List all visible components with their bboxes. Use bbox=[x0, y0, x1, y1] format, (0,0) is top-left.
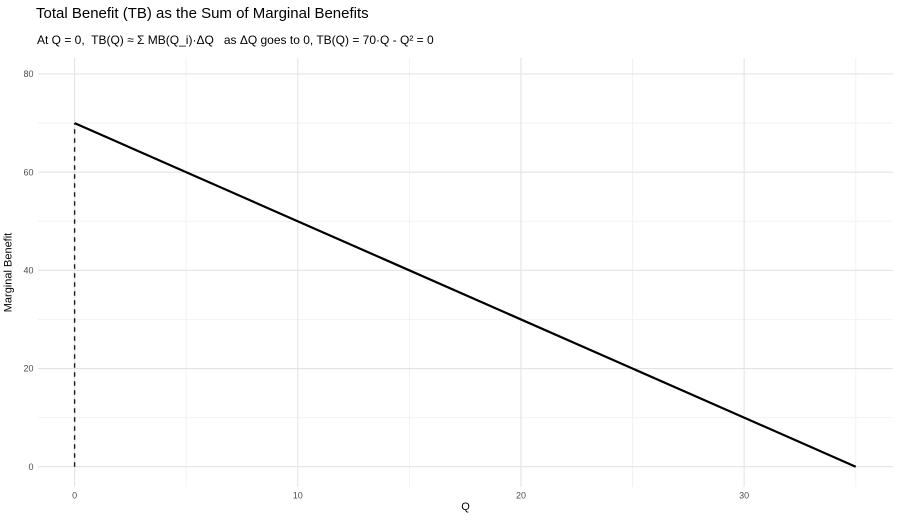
x-axis-tick-label: 10 bbox=[293, 491, 303, 501]
x-axis-tick-label: 30 bbox=[739, 491, 749, 501]
x-axis-tick-label: 0 bbox=[72, 491, 77, 501]
x-axis-tick-label: 20 bbox=[516, 491, 526, 501]
y-axis-tick-label: 80 bbox=[23, 69, 33, 79]
chart-title: Total Benefit (TB) as the Sum of Margina… bbox=[36, 5, 369, 22]
y-axis-tick-label: 20 bbox=[23, 364, 33, 374]
y-axis-title: Marginal Benefit bbox=[2, 232, 15, 313]
y-axis-tick-label: 60 bbox=[23, 167, 33, 177]
mb-line bbox=[74, 122, 857, 468]
x-axis-title: Q bbox=[461, 501, 470, 513]
chart-subtitle: At Q = 0, TB(Q) ≈ Σ MB(Q_i)·ΔQ as ΔQ goe… bbox=[37, 33, 434, 47]
y-axis-tick-label: 0 bbox=[28, 462, 33, 472]
y-axis-tick-label: 40 bbox=[23, 266, 33, 276]
